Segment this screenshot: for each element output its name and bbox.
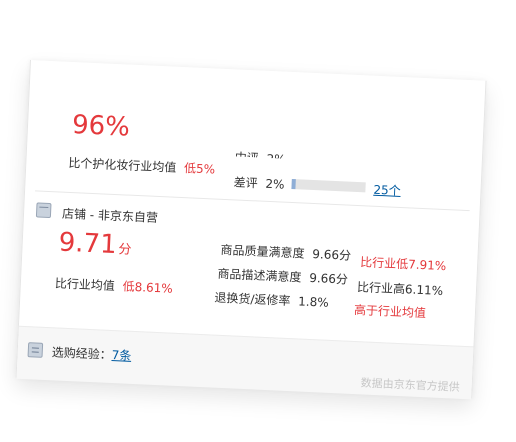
- industry-compare: 比个护化妆行业均值 低5%: [68, 154, 216, 178]
- document-icon: [27, 342, 44, 358]
- metric-row-description: 商品描述满意度 9.66分: [217, 265, 348, 288]
- shop-compare-value: 低8.61%: [122, 279, 174, 296]
- shop-icon: [35, 202, 52, 219]
- metric-value: 9.66分: [312, 247, 352, 263]
- experience-row: 选购经验：7条: [51, 343, 131, 364]
- metric-row-return: 退换货/返修率 1.8%: [214, 289, 329, 311]
- bad-rating-label-group: 差评 2%: [233, 173, 285, 192]
- data-source-note: 数据由京东官方提供: [360, 376, 460, 394]
- metric-label: 商品描述满意度: [217, 266, 302, 285]
- metric-label: 退换货/返修率: [214, 290, 291, 309]
- metric-row-quality: 商品质量满意度 9.66分: [220, 241, 351, 264]
- metric-compare: 比行业高6.11%: [356, 280, 444, 298]
- experience-footer: 选购经验：7条 数据由京东官方提供: [16, 325, 474, 400]
- industry-compare-label: 比个护化妆行业均值: [68, 155, 177, 175]
- metric-compare: 高于行业均值: [353, 302, 427, 321]
- metric-compare: 比行业低7.91%: [359, 255, 447, 274]
- mid-rating-row: 中评 2%: [235, 148, 286, 158]
- shop-score: 9.71分: [58, 228, 132, 261]
- good-rate-percent: 96%: [71, 109, 131, 143]
- shop-score-unit: 分: [118, 242, 132, 258]
- metric-label: 商品质量满意度: [220, 242, 305, 261]
- bad-rating-label: 差评: [233, 175, 258, 191]
- bad-rating-bar: [291, 179, 366, 193]
- shop-title: 店铺 - 非京东自营: [61, 206, 159, 225]
- bad-rating-count-link[interactable]: 25个: [373, 182, 402, 198]
- bad-rating-percent: 2%: [265, 176, 285, 192]
- shop-compare: 比行业均值 低8.61%: [55, 274, 174, 296]
- shop-compare-label: 比行业均值: [54, 276, 116, 294]
- shop-score-value: 9.71: [58, 227, 118, 261]
- experience-label: 选购经验：: [51, 345, 113, 363]
- experience-link[interactable]: 7条: [111, 348, 132, 363]
- metric-value: 9.66分: [308, 270, 349, 287]
- product-evaluation-card: 96% 比个护化妆行业均值 低5% 中评 2% 差评 2% 25个 店铺 - 非…: [15, 60, 487, 400]
- mid-rating-label: 中评: [234, 150, 260, 159]
- mid-rating-percent: 2%: [266, 152, 286, 159]
- metric-value: 1.8%: [297, 294, 329, 310]
- industry-compare-value: 低5%: [183, 161, 216, 177]
- bad-rating-bar-fill: [291, 179, 297, 190]
